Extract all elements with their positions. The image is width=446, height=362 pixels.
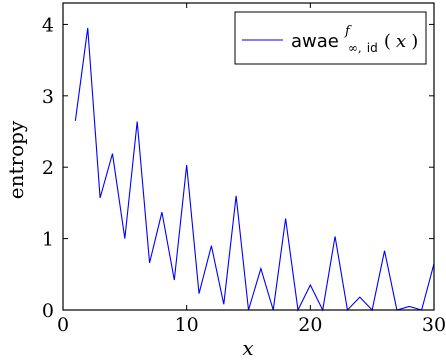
legend-arg-close: ) [411,31,418,52]
legend-arg-var: x [396,31,406,52]
y-tick-label: 0 [42,300,54,322]
y-tick-label: 4 [42,14,54,36]
legend-base: awae [291,31,339,52]
series-line [74,27,435,312]
x-ticks: 0 10 20 30 [57,3,446,336]
legend-box [234,11,427,65]
y-tick-label: 2 [42,157,54,179]
x-tick-label: 20 [298,314,322,336]
legend-subscript-infty: ∞, [348,41,362,55]
legend-superscript: f [344,24,352,39]
legend: awae f ∞, id ( x ) [234,11,427,65]
legend-subscript-id: id [367,41,378,55]
y-tick-label: 3 [42,86,54,108]
x-axis-label: x [242,336,253,360]
y-ticks: 0 1 2 3 4 [42,14,434,322]
x-tick-label: 10 [175,314,199,336]
series-group [74,27,435,312]
y-tick-label: 1 [42,229,54,251]
y-axis-label: entropy [4,120,28,199]
legend-label: awae f ∞, id ( x ) [291,20,418,56]
x-tick-label: 30 [422,314,446,336]
legend-arg-open: ( [384,31,391,52]
plot-frame [62,2,435,311]
x-tick-label: 0 [57,314,69,336]
